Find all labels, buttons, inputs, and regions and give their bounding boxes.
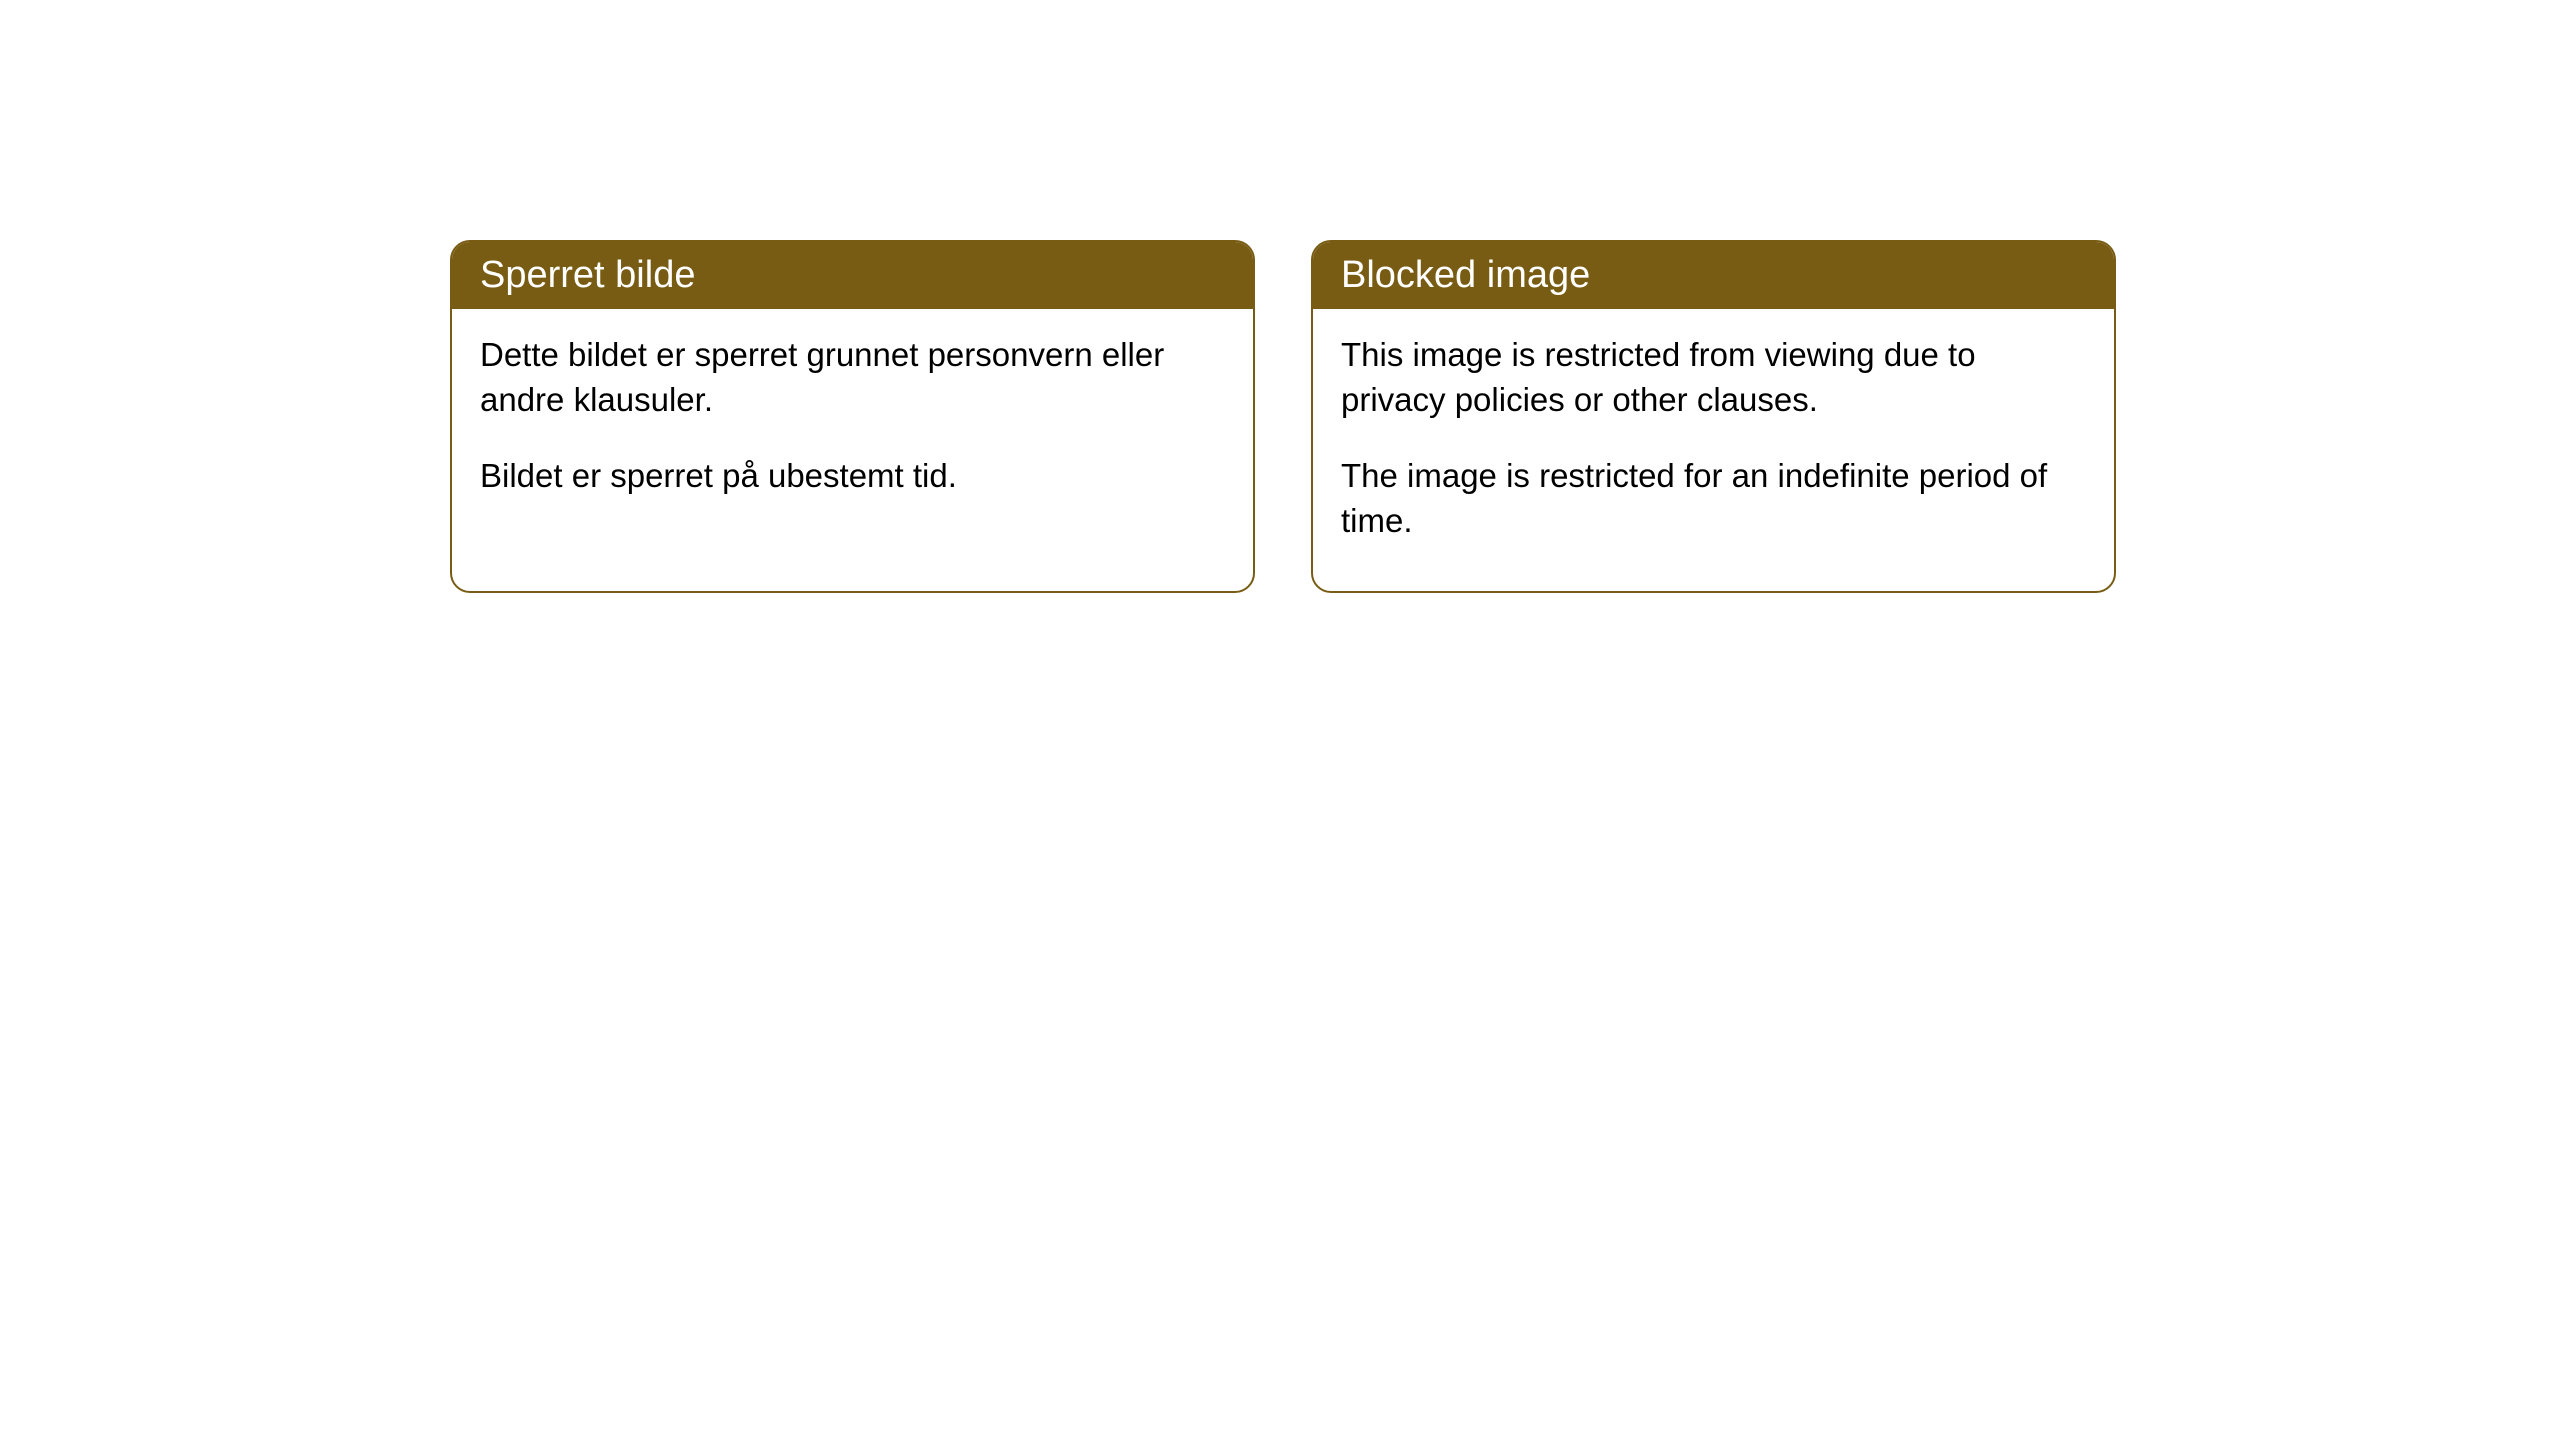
card-paragraph: The image is restricted for an indefinit… — [1341, 454, 2086, 543]
card-paragraph: This image is restricted from viewing du… — [1341, 333, 2086, 422]
card-header: Blocked image — [1313, 242, 2114, 309]
card-title: Blocked image — [1341, 254, 1590, 296]
notice-card-norwegian: Sperret bilde Dette bildet er sperret gr… — [450, 240, 1255, 593]
card-title: Sperret bilde — [480, 254, 695, 296]
card-paragraph: Bildet er sperret på ubestemt tid. — [480, 454, 1225, 499]
card-header: Sperret bilde — [452, 242, 1253, 309]
card-paragraph: Dette bildet er sperret grunnet personve… — [480, 333, 1225, 422]
card-body: Dette bildet er sperret grunnet personve… — [452, 309, 1253, 547]
notice-card-english: Blocked image This image is restricted f… — [1311, 240, 2116, 593]
card-body: This image is restricted from viewing du… — [1313, 309, 2114, 591]
notice-container: Sperret bilde Dette bildet er sperret gr… — [450, 240, 2116, 593]
